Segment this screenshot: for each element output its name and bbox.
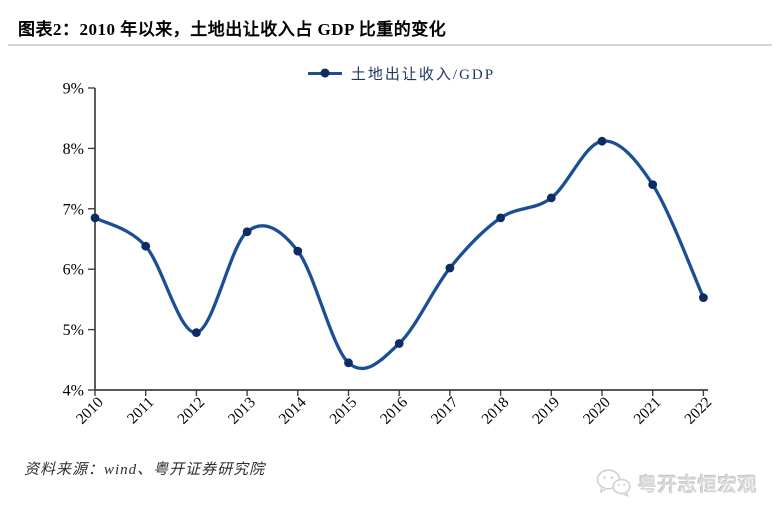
series-markers (90, 136, 708, 368)
x-axis-label: 2017 (428, 394, 462, 428)
legend-line-marker-icon (307, 68, 342, 78)
data-source-note: 资料来源：wind、粤开证券研究院 (24, 462, 266, 478)
title-divider (8, 44, 772, 46)
y-axis-label: 4% (63, 383, 84, 400)
x-axis-label: 2014 (276, 394, 310, 428)
series-line (93, 139, 706, 371)
x-axis-label: 2022 (681, 394, 715, 428)
watermark: 粤开志恒宏观 (595, 468, 758, 498)
y-axis: 4% 5% 6% 7% 8% 9% (63, 81, 95, 400)
x-axis-label: 2020 (580, 394, 614, 428)
x-axis-label: 2015 (326, 394, 360, 428)
y-axis-label: 6% (63, 262, 84, 279)
data-point-2012 (192, 328, 201, 337)
data-point-2016 (394, 339, 404, 348)
y-axis-label: 9% (63, 81, 84, 98)
data-point-2015 (344, 358, 353, 368)
data-point-2022 (699, 293, 708, 302)
x-axis-label: 2012 (174, 394, 208, 428)
watermark-label: 粤开志恒宏观 (637, 474, 758, 496)
x-axis-label: 2019 (529, 394, 563, 428)
data-point-2021 (648, 180, 658, 190)
y-axis-label: 7% (63, 201, 84, 218)
x-axis-label: 2018 (478, 394, 512, 428)
data-point-2019 (546, 193, 556, 203)
wechat-icon (596, 469, 631, 497)
data-point-2020 (597, 136, 607, 146)
axes (94, 88, 708, 391)
legend-dot (320, 68, 330, 78)
x-axis-label: 2011 (124, 394, 158, 428)
x-axis-label: 2016 (377, 394, 411, 428)
data-point-2017 (445, 263, 455, 273)
data-point-2014 (293, 246, 303, 256)
data-point-2018 (496, 213, 505, 223)
y-axis-label: 8% (63, 141, 84, 158)
y-axis-label: 5% (63, 322, 84, 339)
legend-label: 土地出让收入/GDP (350, 66, 496, 83)
x-axis: 2010 2011 2012 2013 2014 2015 2016 2017 2018 2019… (73, 390, 715, 428)
x-axis-label: 2021 (631, 394, 665, 428)
chart-legend: 土地出让收入/GDP (95, 62, 708, 84)
x-axis-label: 2013 (225, 394, 259, 428)
data-point-2010 (90, 213, 100, 223)
figure-title: 图表2：2010 年以来，土地出让收入占 GDP 比重的变化 (18, 20, 447, 39)
data-point-2013 (242, 227, 252, 237)
data-point-2011 (141, 241, 151, 251)
